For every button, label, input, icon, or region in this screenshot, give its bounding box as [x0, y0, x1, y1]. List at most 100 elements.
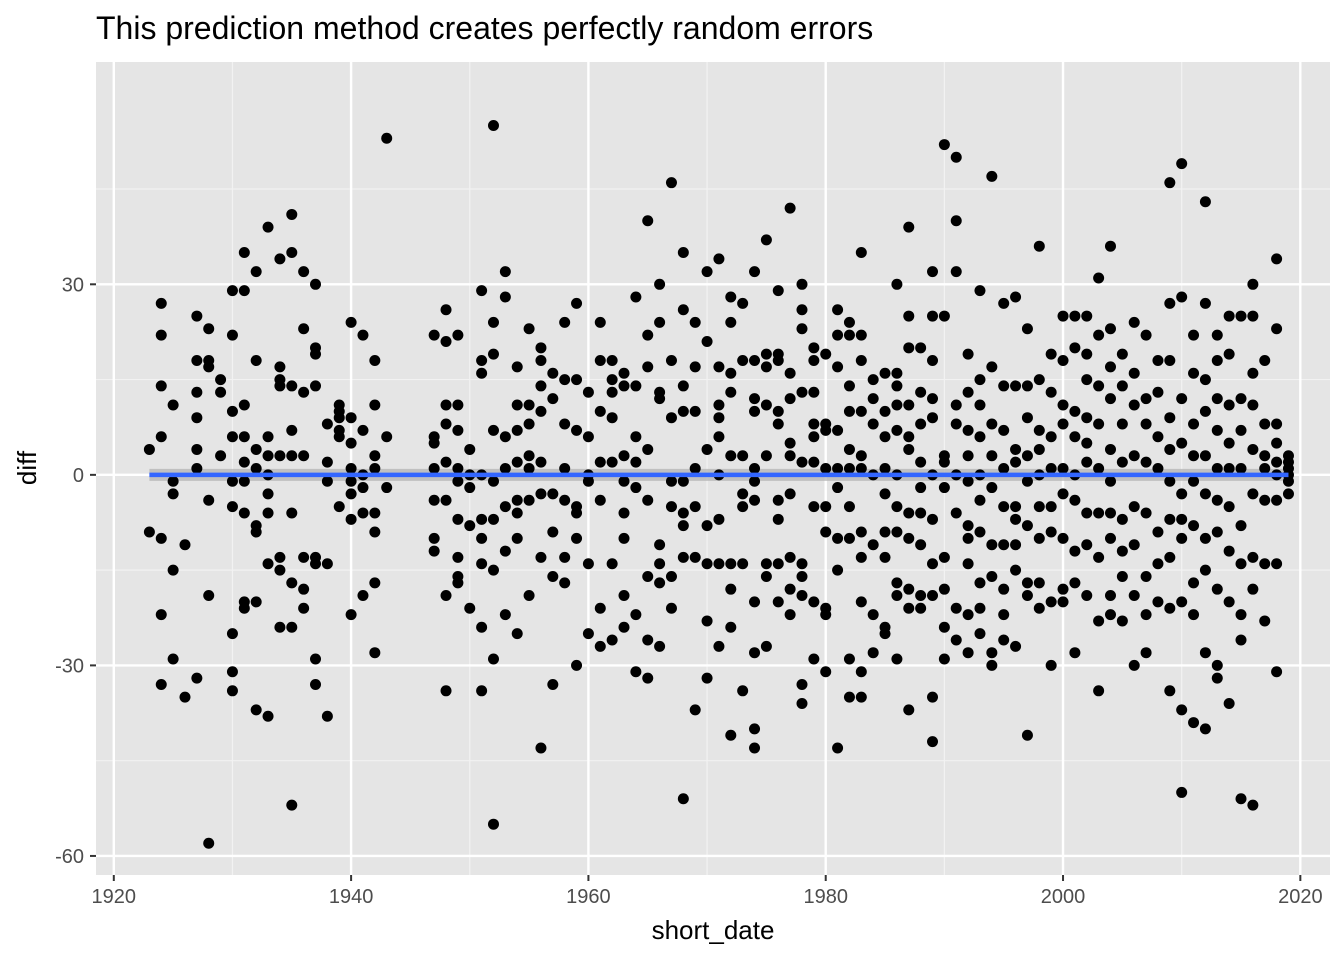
data-point: [559, 577, 571, 589]
data-point: [843, 316, 855, 328]
axis-ticks: [90, 283, 1302, 881]
data-point: [238, 456, 250, 468]
data-point: [998, 424, 1010, 436]
data-point: [298, 551, 310, 563]
data-point: [820, 666, 832, 678]
data-point: [523, 590, 535, 602]
data-point: [345, 513, 357, 525]
data-point: [1164, 551, 1176, 563]
x-tick-label: 1940: [329, 886, 374, 908]
data-point: [808, 653, 820, 665]
data-point: [1010, 456, 1022, 468]
data-point: [298, 323, 310, 335]
data-point: [1164, 513, 1176, 525]
data-point: [784, 367, 796, 379]
data-point: [974, 374, 986, 386]
data-point: [701, 520, 713, 532]
data-point: [1259, 418, 1271, 430]
data-point: [226, 501, 238, 513]
data-point: [262, 431, 274, 443]
data-point: [238, 475, 250, 487]
data-point: [262, 488, 274, 500]
data-point: [938, 653, 950, 665]
data-point: [1271, 437, 1283, 449]
data-point: [226, 285, 238, 297]
data-point: [582, 386, 594, 398]
data-point: [1021, 450, 1033, 462]
data-point: [689, 501, 701, 513]
data-point: [1282, 475, 1294, 487]
data-point: [998, 380, 1010, 392]
data-point: [986, 418, 998, 430]
data-point: [950, 399, 962, 411]
data-point: [594, 494, 606, 506]
data-point: [772, 494, 784, 506]
data-point: [511, 532, 523, 544]
data-point: [535, 380, 547, 392]
x-tick-label: 2020: [1278, 886, 1323, 908]
data-point: [962, 348, 974, 360]
data-point: [832, 532, 844, 544]
data-point: [1223, 310, 1235, 322]
data-point: [927, 310, 939, 322]
data-point: [559, 463, 571, 474]
data-point: [879, 463, 891, 474]
data-point: [262, 450, 274, 462]
data-point: [713, 513, 725, 525]
data-point: [749, 355, 761, 367]
data-point: [440, 590, 452, 602]
data-point: [630, 609, 642, 621]
data-point: [618, 367, 630, 379]
data-point: [618, 450, 630, 462]
data-point: [1271, 494, 1283, 506]
data-point: [1223, 698, 1235, 710]
data-point: [1259, 615, 1271, 627]
data-point: [855, 691, 867, 703]
data-point: [250, 704, 262, 716]
data-point: [832, 361, 844, 373]
data-point: [998, 583, 1010, 595]
data-point: [891, 590, 903, 602]
data-point: [487, 653, 499, 665]
data-point: [428, 463, 440, 474]
data-point: [867, 609, 879, 621]
data-point: [369, 647, 381, 659]
data-point: [310, 380, 322, 392]
data-point: [369, 450, 381, 462]
data-point: [938, 482, 950, 494]
data-point: [179, 539, 191, 551]
data-point: [808, 456, 820, 468]
data-point: [1057, 463, 1069, 474]
data-point: [1069, 405, 1081, 417]
data-point: [476, 621, 488, 633]
data-point: [464, 602, 476, 614]
data-point: [843, 405, 855, 417]
data-point: [1116, 513, 1128, 525]
data-point: [772, 405, 784, 417]
data-point: [618, 380, 630, 392]
data-point: [452, 399, 464, 411]
data-point: [915, 418, 927, 430]
data-point: [191, 310, 203, 322]
data-point: [1021, 520, 1033, 532]
data-point: [262, 558, 274, 570]
data-point: [1128, 659, 1140, 671]
data-point: [357, 482, 369, 494]
data-point: [618, 621, 630, 633]
data-point: [820, 348, 832, 360]
data-point: [843, 653, 855, 665]
data-point: [440, 685, 452, 697]
data-point: [226, 475, 238, 487]
data-point: [1164, 443, 1176, 455]
data-point: [1176, 596, 1188, 608]
data-point: [784, 583, 796, 595]
data-point: [749, 266, 761, 278]
data-point: [594, 602, 606, 614]
data-point: [167, 399, 179, 411]
data-point: [867, 393, 879, 405]
data-point: [701, 266, 713, 278]
y-axis-title: diff: [12, 450, 42, 485]
data-point: [1188, 609, 1200, 621]
data-point: [832, 329, 844, 341]
data-point: [357, 424, 369, 436]
